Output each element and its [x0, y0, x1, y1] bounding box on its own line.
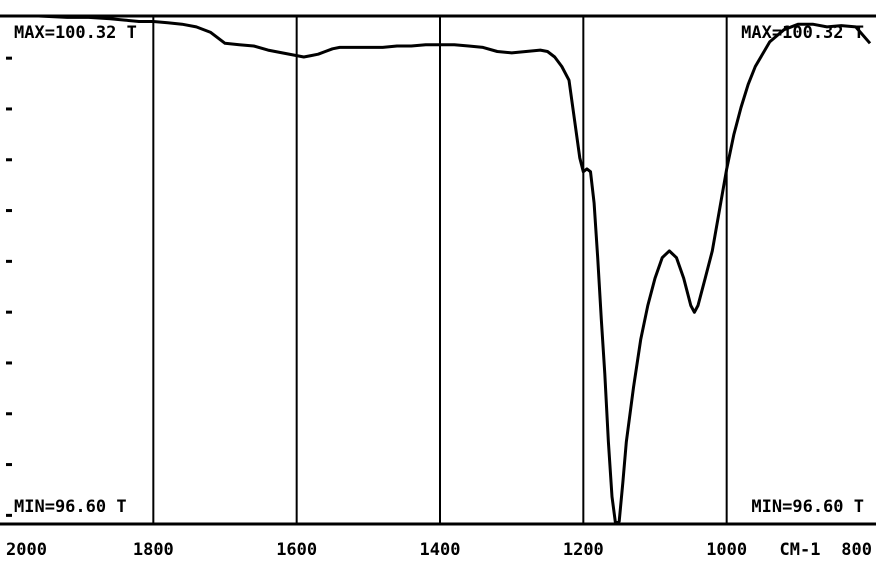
min-annotation-right: MIN=96.60 T	[751, 497, 864, 517]
series-layer	[10, 14, 872, 526]
x-tick-label-1200: 1200	[563, 540, 604, 560]
grid-layer	[152, 16, 728, 524]
y-tick-layer	[6, 56, 12, 517]
x-unit-label: CM-1	[780, 540, 821, 560]
x-tick-label-1600: 1600	[276, 540, 317, 560]
spectrum-series-line	[10, 14, 872, 526]
max-annotation-right: MAX=100.32 T	[741, 23, 864, 43]
x-tick-label-layer: 2000 1800 1600 1400 1200 1000 800	[6, 540, 872, 560]
x-tick-label-2000: 2000	[6, 540, 47, 560]
max-annotation-left: MAX=100.32 T	[14, 23, 137, 43]
x-tick-label-1400: 1400	[420, 540, 461, 560]
min-annotation-left: MIN=96.60 T	[14, 497, 127, 517]
x-tick-label-1000: 1000	[706, 540, 747, 560]
x-tick-label-1800: 1800	[133, 540, 174, 560]
x-tick-label-800: 800	[841, 540, 872, 560]
